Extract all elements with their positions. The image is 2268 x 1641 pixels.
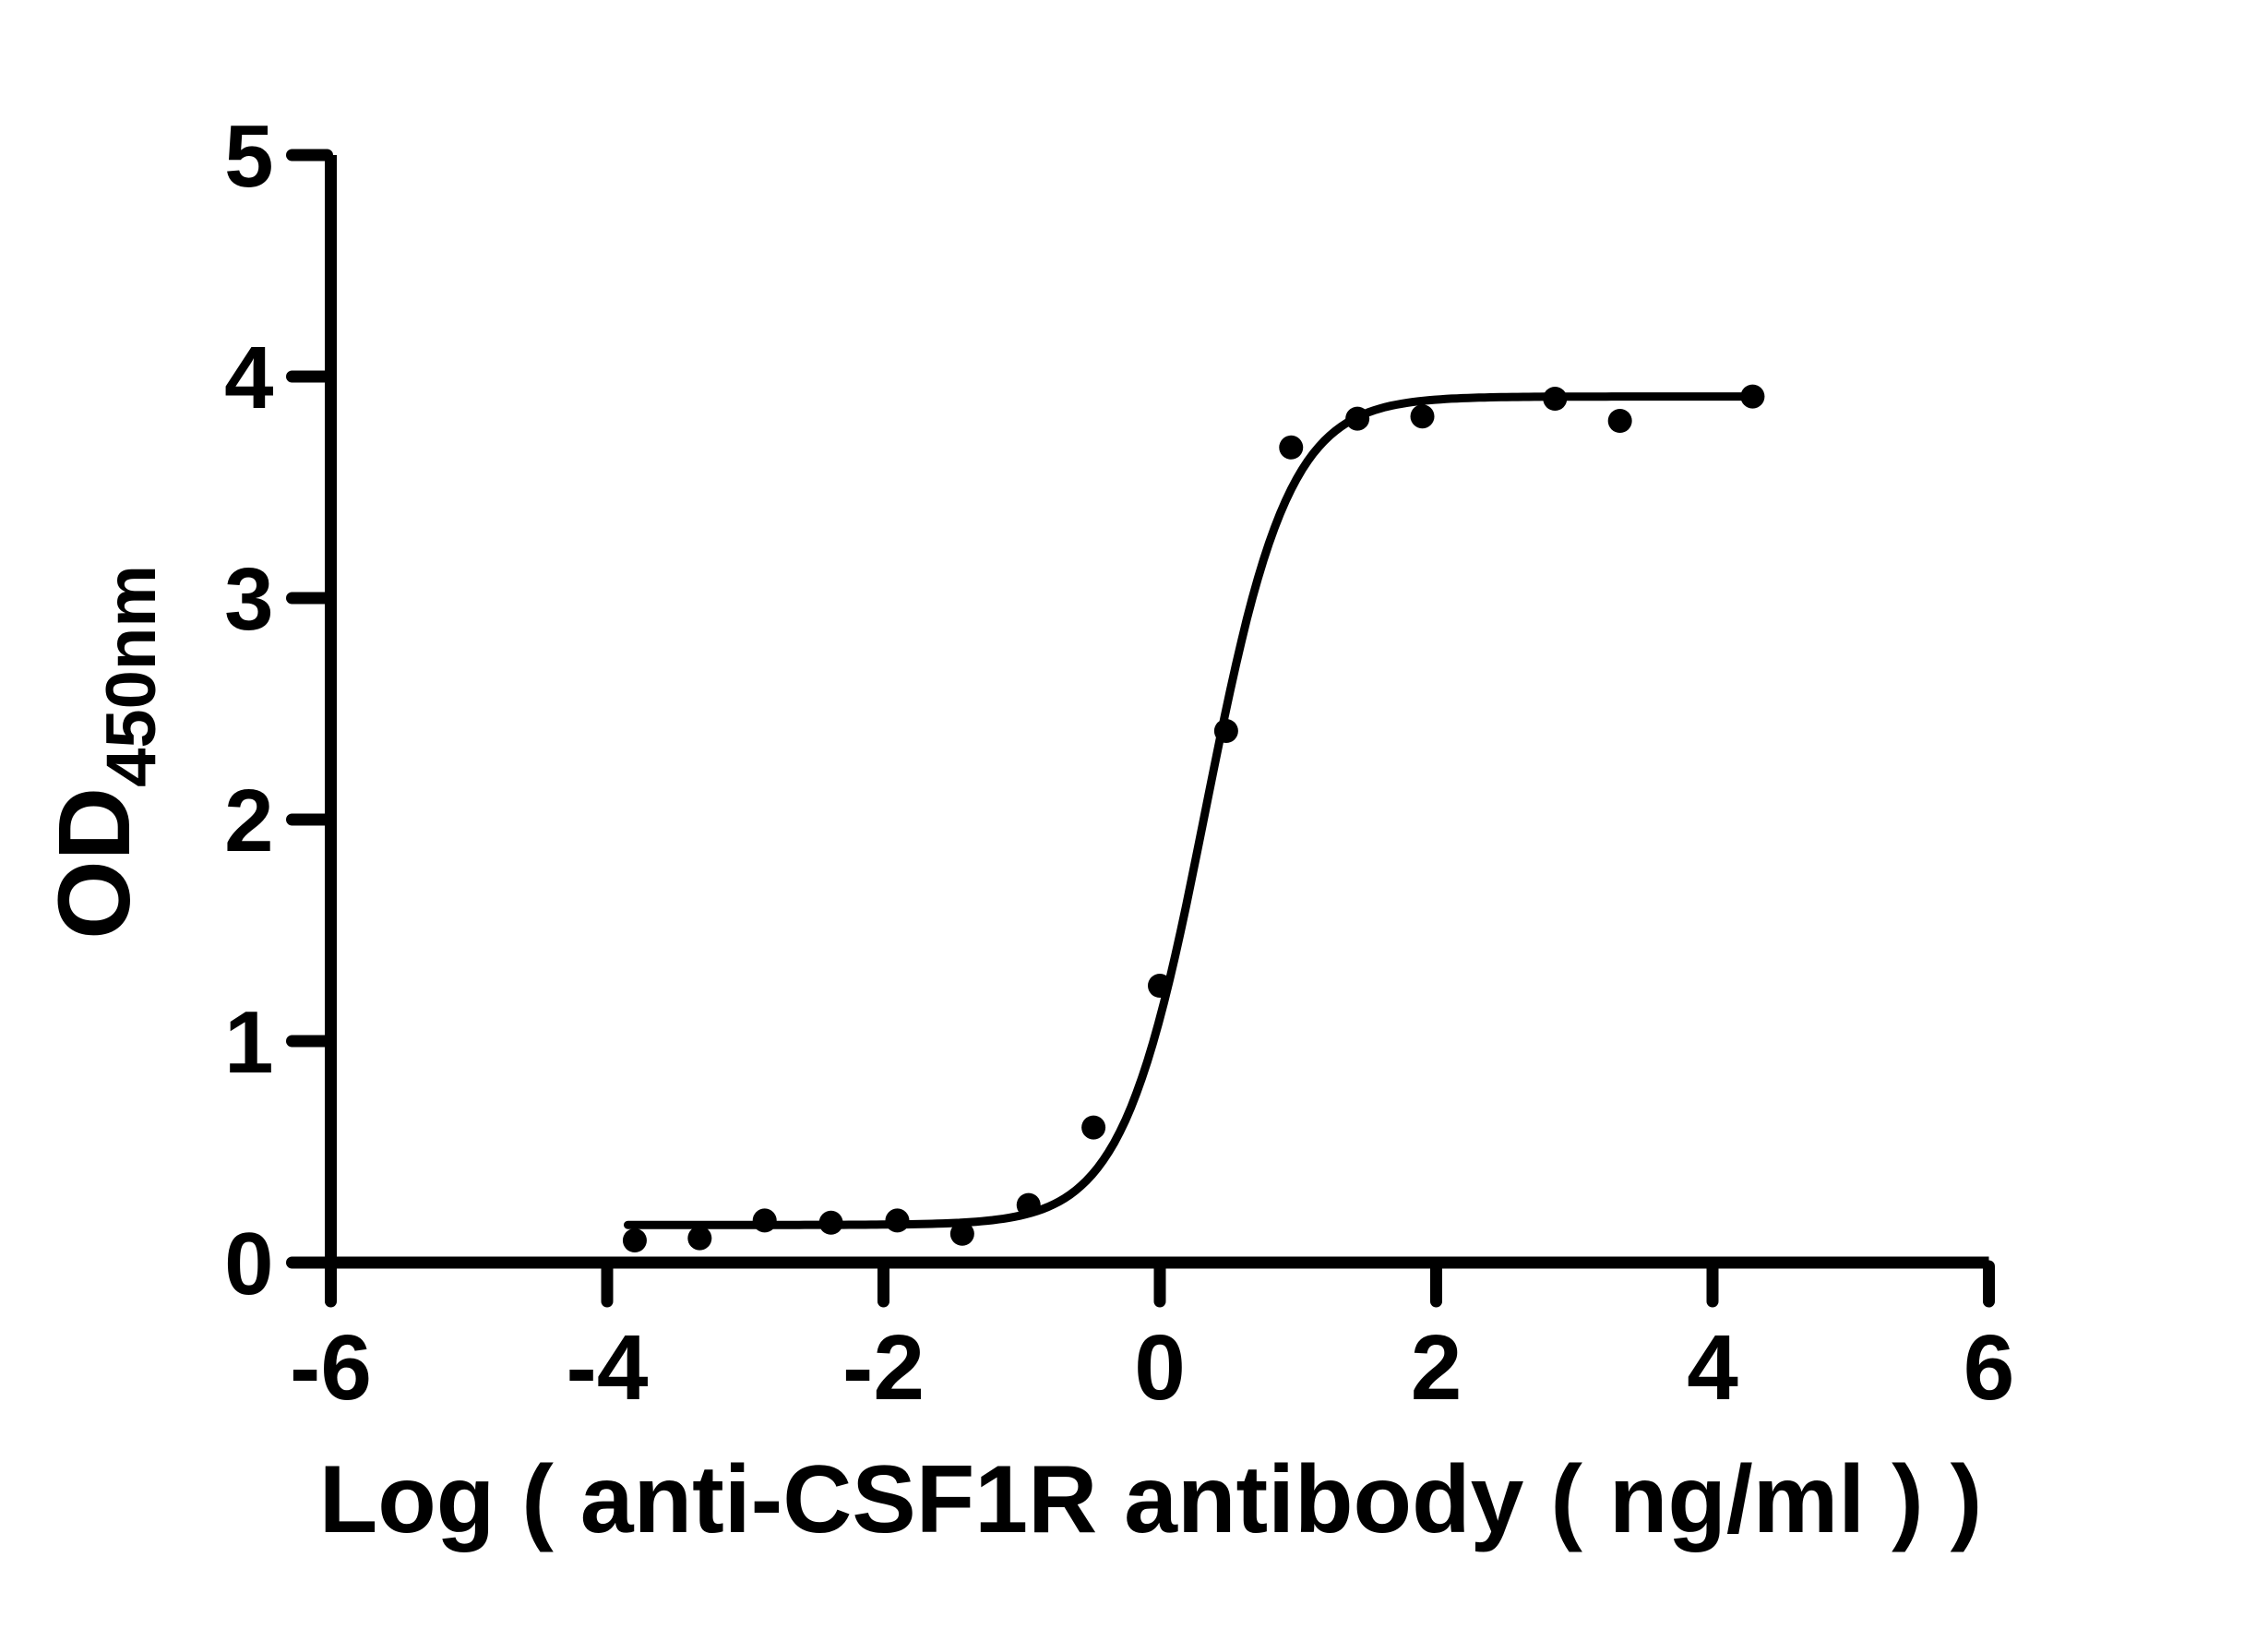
x-axis-tick-label: 2 bbox=[1411, 1316, 1462, 1419]
fit-curve bbox=[624, 392, 1760, 1229]
x-axis-title: Log ( anti-CSF1R antibody ( ng/ml ) ) bbox=[319, 1446, 1982, 1553]
x-axis-tick-label: -6 bbox=[290, 1316, 372, 1419]
x-axis-tick-label: 6 bbox=[1964, 1316, 2015, 1419]
y-axis-tick-label: 3 bbox=[224, 550, 273, 649]
y-axis-title-subscript: 450nm bbox=[92, 565, 171, 787]
data-point bbox=[1410, 404, 1435, 429]
x-axis-tick-label: -4 bbox=[567, 1316, 649, 1419]
x-axis-tick-label: -2 bbox=[842, 1316, 925, 1419]
data-point bbox=[1081, 1115, 1106, 1140]
data-point bbox=[1543, 387, 1568, 411]
data-point bbox=[1016, 1192, 1041, 1217]
data-point bbox=[1148, 974, 1172, 998]
y-axis-tick-label: 0 bbox=[224, 1215, 273, 1313]
y-axis-tick-label: 1 bbox=[224, 993, 273, 1092]
data-point bbox=[949, 1221, 974, 1246]
x-axis-tick-label: 0 bbox=[1134, 1316, 1186, 1419]
y-axis-tick-label: 4 bbox=[224, 329, 273, 427]
data-point bbox=[1607, 409, 1632, 433]
data-point bbox=[1345, 406, 1370, 431]
data-point bbox=[622, 1228, 647, 1252]
data-point bbox=[1213, 719, 1238, 743]
y-axis-title-main: OD bbox=[38, 787, 151, 940]
y-axis-title: OD450nm bbox=[38, 565, 171, 940]
data-point bbox=[752, 1208, 777, 1233]
y-axis-tick-label: 2 bbox=[224, 772, 273, 870]
data-point bbox=[1279, 435, 1304, 460]
data-point bbox=[687, 1226, 712, 1251]
data-point bbox=[818, 1210, 843, 1235]
x-axis-tick-label: 4 bbox=[1687, 1316, 1738, 1419]
y-axis-tick-label: 5 bbox=[224, 107, 273, 206]
data-point bbox=[1740, 384, 1765, 409]
data-point bbox=[885, 1208, 910, 1233]
